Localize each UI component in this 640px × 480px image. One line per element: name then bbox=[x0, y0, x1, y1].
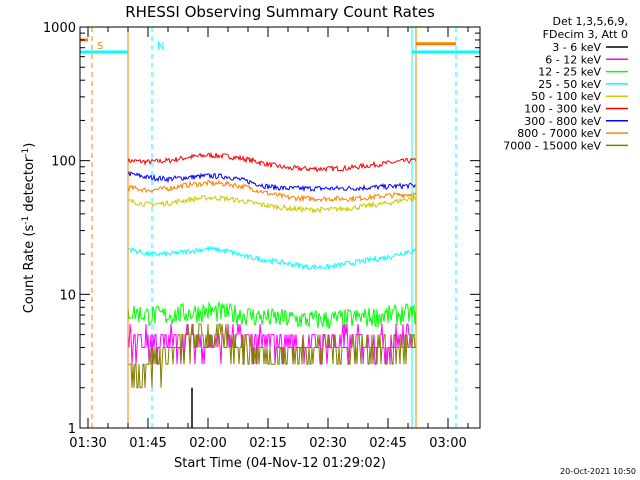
chart-title: RHESSI Observing Summary Count Rates bbox=[125, 3, 435, 21]
axes: 1 10 100 1000 01:30 01:45 02:00 02:15 02:30 02:45… bbox=[43, 21, 481, 451]
series-25-50-kev bbox=[127, 245, 417, 271]
y-tick-label: 10 bbox=[59, 288, 76, 303]
x-tick-label: 01:30 bbox=[69, 436, 106, 451]
series-6-12-kev bbox=[127, 323, 416, 365]
x-tick-label: 02:00 bbox=[189, 436, 226, 451]
series-7000-15000-kev bbox=[128, 323, 416, 389]
series-800-7000-kev bbox=[127, 179, 417, 203]
plot-frame bbox=[79, 26, 481, 429]
legend-entry-label: 6 - 12 keV bbox=[545, 53, 601, 66]
legend-entry-label: 100 - 300 keV bbox=[524, 103, 601, 116]
series-300-800-kev bbox=[127, 170, 417, 193]
y-axis-label: Count Rate (s-1 detector-1) bbox=[21, 143, 37, 314]
legend-entry-label: 25 - 50 keV bbox=[538, 78, 601, 91]
legend-entry-label: 3 - 6 keV bbox=[552, 41, 601, 54]
series-50-100-kev bbox=[127, 194, 417, 215]
x-tick-label: 02:45 bbox=[369, 436, 406, 451]
legend: Det 1,3,5,6,9, FDecim 3, Att 0 3 - 6 keV… bbox=[503, 15, 628, 152]
legend-header-line-1: Det 1,3,5,6,9, bbox=[552, 15, 628, 28]
footer-timestamp: 20-Oct-2021 10:50 bbox=[560, 467, 636, 476]
y-tick-label: 100 bbox=[51, 155, 76, 170]
x-tick-label: 03:00 bbox=[429, 436, 466, 451]
x-axis-label: Start Time (04-Nov-12 01:29:02) bbox=[174, 456, 386, 471]
legend-entry-label: 800 - 7000 keV bbox=[517, 127, 601, 140]
x-tick-label: 01:45 bbox=[129, 436, 166, 451]
legend-entry-label: 12 - 25 keV bbox=[538, 66, 601, 79]
marker-label-n: N bbox=[157, 41, 164, 52]
legend-header-line-2: FDecim 3, Att 0 bbox=[543, 28, 628, 41]
series-12-25-kev bbox=[127, 300, 417, 330]
legend-entry-label: 50 - 100 keV bbox=[531, 90, 601, 103]
x-tick-label: 02:15 bbox=[249, 436, 286, 451]
legend-entry-label: 7000 - 15000 keV bbox=[503, 139, 601, 152]
x-tick-label: 02:30 bbox=[309, 436, 346, 451]
y-tick-label: 1 bbox=[68, 422, 76, 437]
series-100-300-kev bbox=[127, 151, 417, 173]
marker-label-s: S bbox=[97, 41, 103, 52]
y-tick-label: 1000 bbox=[43, 21, 76, 36]
legend-entry-label: 300 - 800 keV bbox=[524, 115, 601, 128]
